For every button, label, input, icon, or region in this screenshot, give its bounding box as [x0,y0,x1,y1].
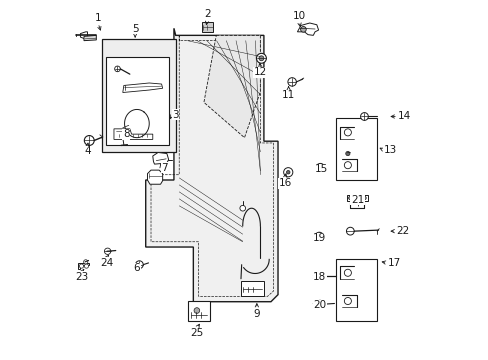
Text: 11: 11 [282,90,295,100]
Circle shape [300,27,305,32]
Circle shape [348,196,351,200]
Polygon shape [297,23,318,35]
Text: 12: 12 [253,67,266,77]
Circle shape [256,53,266,63]
Circle shape [344,297,351,305]
Text: 24: 24 [100,258,113,267]
Polygon shape [203,35,260,138]
Text: 18: 18 [313,272,326,282]
Circle shape [346,227,353,235]
Circle shape [84,136,94,145]
FancyBboxPatch shape [105,57,169,145]
Polygon shape [84,35,96,41]
Circle shape [135,261,143,269]
Text: 19: 19 [313,233,326,243]
Text: 4: 4 [84,147,91,157]
Circle shape [114,66,120,72]
Text: 20: 20 [313,300,326,310]
Circle shape [194,308,199,313]
Text: 15: 15 [314,165,327,174]
Text: 10: 10 [292,11,305,21]
Circle shape [259,56,264,61]
FancyBboxPatch shape [241,280,264,296]
FancyBboxPatch shape [202,22,213,32]
Text: 17: 17 [386,258,400,268]
Text: 5: 5 [132,24,138,33]
Circle shape [344,129,351,136]
FancyBboxPatch shape [336,118,376,180]
Circle shape [283,168,292,177]
Text: 9: 9 [253,309,260,319]
FancyBboxPatch shape [346,195,367,201]
Text: 7: 7 [161,163,168,173]
FancyBboxPatch shape [336,259,376,321]
Polygon shape [145,28,278,302]
Text: 21: 21 [350,195,363,205]
Text: 13: 13 [383,145,396,155]
Text: 14: 14 [397,112,410,121]
Circle shape [314,232,323,241]
Circle shape [318,166,322,170]
Circle shape [84,264,88,268]
Text: 1: 1 [95,13,101,23]
Text: 22: 22 [395,226,408,236]
Text: 25: 25 [190,328,203,338]
Circle shape [240,206,245,211]
Polygon shape [147,170,163,184]
Text: 23: 23 [76,272,89,282]
FancyBboxPatch shape [188,301,209,321]
Circle shape [344,162,351,169]
Circle shape [83,260,88,264]
Polygon shape [78,263,89,269]
Polygon shape [114,129,152,139]
Circle shape [287,78,296,86]
Text: 8: 8 [122,129,129,139]
Polygon shape [81,32,87,39]
Circle shape [362,196,366,200]
Circle shape [318,272,325,280]
Circle shape [344,269,351,276]
FancyBboxPatch shape [102,39,175,152]
Text: 16: 16 [278,178,291,188]
Circle shape [79,264,83,268]
Circle shape [286,171,289,174]
Polygon shape [152,153,168,164]
Circle shape [360,113,367,120]
Circle shape [345,152,349,156]
Text: 3: 3 [172,110,179,120]
Circle shape [315,300,323,308]
Text: 6: 6 [133,264,140,274]
Text: 2: 2 [203,9,210,19]
Circle shape [104,248,111,255]
Circle shape [315,163,324,172]
Polygon shape [122,83,163,93]
